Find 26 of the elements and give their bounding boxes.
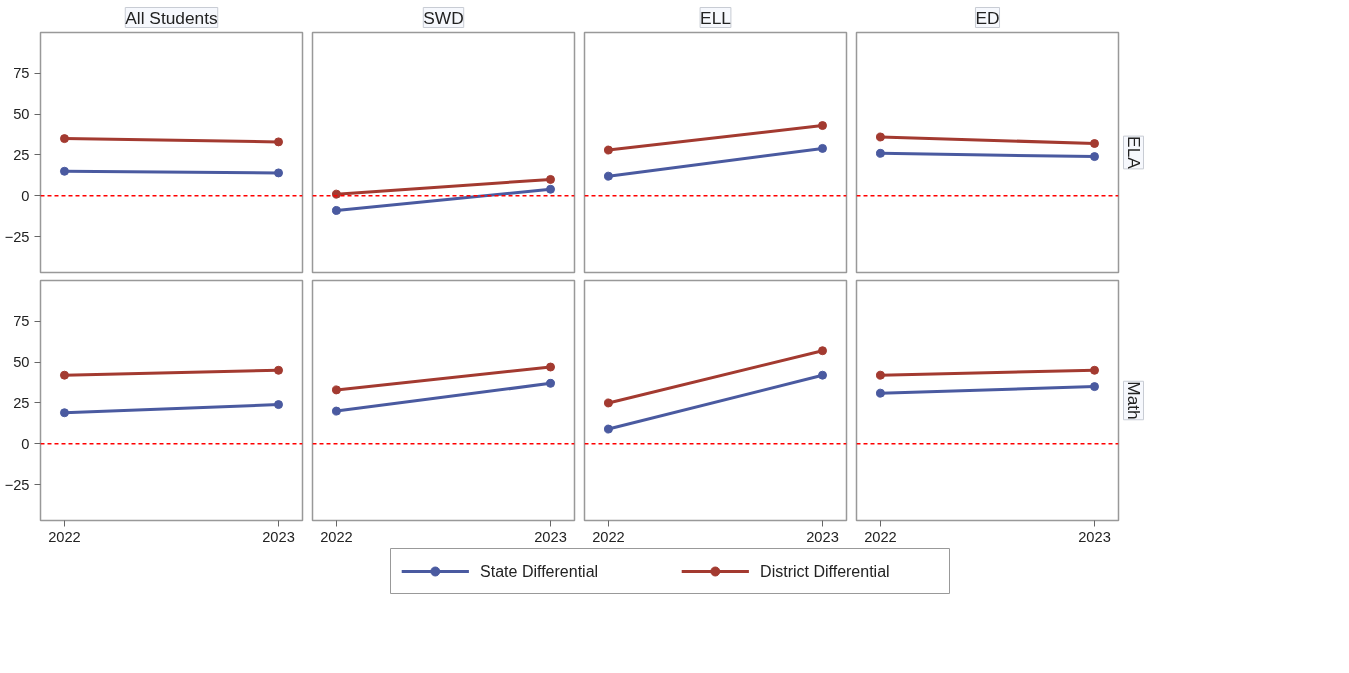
y-axis-title: Math [1123,381,1144,420]
chart-title: All Students [125,7,219,28]
y-tick-label: −25 [4,228,30,245]
x-tick-label: 2022 [592,528,625,545]
x-tick-label: 2023 [534,528,567,545]
y-tick-label: 50 [13,106,30,123]
chart-title: ELL [700,7,732,28]
x-tick-label: 2023 [262,528,295,545]
x-tick-label: 2022 [48,528,81,545]
x-tick-label: 2023 [1078,528,1111,545]
y-tick-label: 50 [13,354,30,371]
y-axis-title: ELA [1123,136,1144,170]
chart-title: ED [975,7,1000,28]
y-tick-label: 75 [13,313,30,330]
chart-title: SWD [423,7,464,28]
y-tick-label: 25 [13,394,30,411]
y-tick-label: 0 [21,435,30,452]
y-tick-label: 25 [13,146,30,163]
y-tick-label: −25 [4,476,30,493]
legend-label: State Differential [480,563,599,580]
legend-label: District Differential [760,563,890,580]
y-tick-label: 75 [13,65,30,82]
x-tick-label: 2023 [806,528,839,545]
x-tick-label: 2022 [320,528,353,545]
x-tick-label: 2022 [864,528,897,545]
y-tick-label: 0 [21,187,30,204]
